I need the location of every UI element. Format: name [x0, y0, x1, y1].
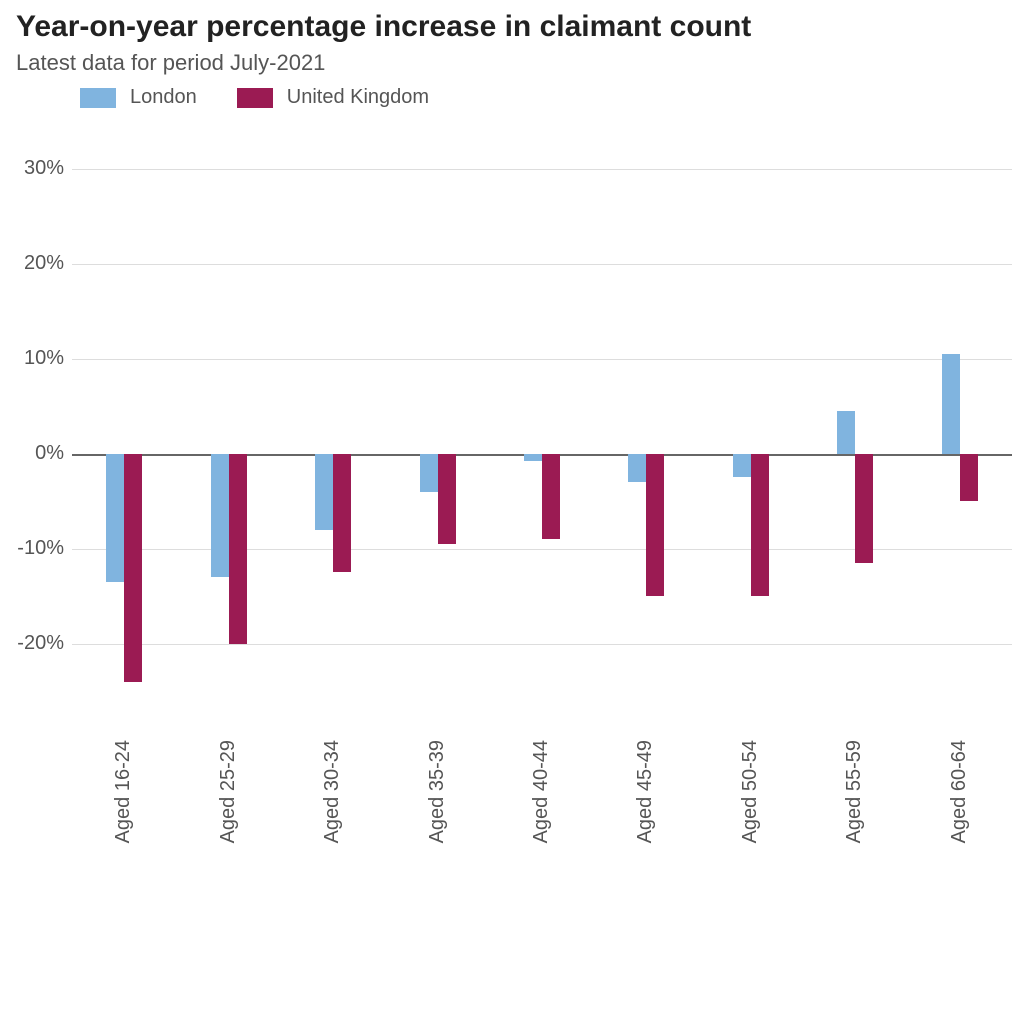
chart-subtitle: Latest data for period July-2021: [16, 50, 325, 76]
bar-united-kingdom: [229, 454, 247, 644]
gridline: [72, 169, 1012, 170]
bar-united-kingdom: [438, 454, 456, 544]
x-axis-category-label: Aged 40-44: [530, 740, 553, 843]
legend-label: London: [130, 86, 197, 109]
y-axis-tick-label: -10%: [4, 537, 64, 560]
gridline: [72, 644, 1012, 645]
x-axis-category-label: Aged 35-39: [426, 740, 449, 843]
bar-london: [837, 411, 855, 454]
bar-united-kingdom: [333, 454, 351, 573]
x-axis-category-label: Aged 60-64: [948, 740, 971, 843]
bar-united-kingdom: [960, 454, 978, 501]
x-axis-category-label: Aged 30-34: [321, 740, 344, 843]
bar-london: [211, 454, 229, 577]
y-axis-tick-label: -20%: [4, 632, 64, 655]
chart-legend: London United Kingdom: [80, 86, 429, 109]
y-axis-tick-label: 30%: [4, 157, 64, 180]
chart-plot-area: -20%-10%0%10%20%30%Aged 16-24Aged 25-29A…: [72, 150, 1012, 710]
bar-london: [106, 454, 124, 582]
legend-item-uk: United Kingdom: [237, 86, 429, 109]
x-axis-category-label: Aged 50-54: [739, 740, 762, 843]
x-axis-category-label: Aged 16-24: [112, 740, 135, 843]
bar-united-kingdom: [542, 454, 560, 539]
bar-london: [942, 354, 960, 454]
bar-united-kingdom: [124, 454, 142, 682]
legend-item-london: London: [80, 86, 197, 109]
x-axis-category-label: Aged 55-59: [843, 740, 866, 843]
bar-london: [628, 454, 646, 482]
x-axis-category-label: Aged 45-49: [634, 740, 657, 843]
bar-london: [733, 454, 751, 478]
gridline: [72, 264, 1012, 265]
y-axis-tick-label: 20%: [4, 252, 64, 275]
y-axis-tick-label: 10%: [4, 347, 64, 370]
bar-london: [420, 454, 438, 492]
legend-swatch-icon: [80, 88, 116, 108]
gridline: [72, 359, 1012, 360]
bar-london: [524, 454, 542, 462]
bar-united-kingdom: [646, 454, 664, 596]
bar-london: [315, 454, 333, 530]
chart-title: Year-on-year percentage increase in clai…: [16, 10, 751, 44]
legend-swatch-icon: [237, 88, 273, 108]
y-axis-tick-label: 0%: [4, 442, 64, 465]
x-axis-category-label: Aged 25-29: [217, 740, 240, 843]
bar-united-kingdom: [855, 454, 873, 563]
bar-united-kingdom: [751, 454, 769, 596]
chart-container: Year-on-year percentage increase in clai…: [0, 0, 1024, 1024]
legend-label: United Kingdom: [287, 86, 429, 109]
